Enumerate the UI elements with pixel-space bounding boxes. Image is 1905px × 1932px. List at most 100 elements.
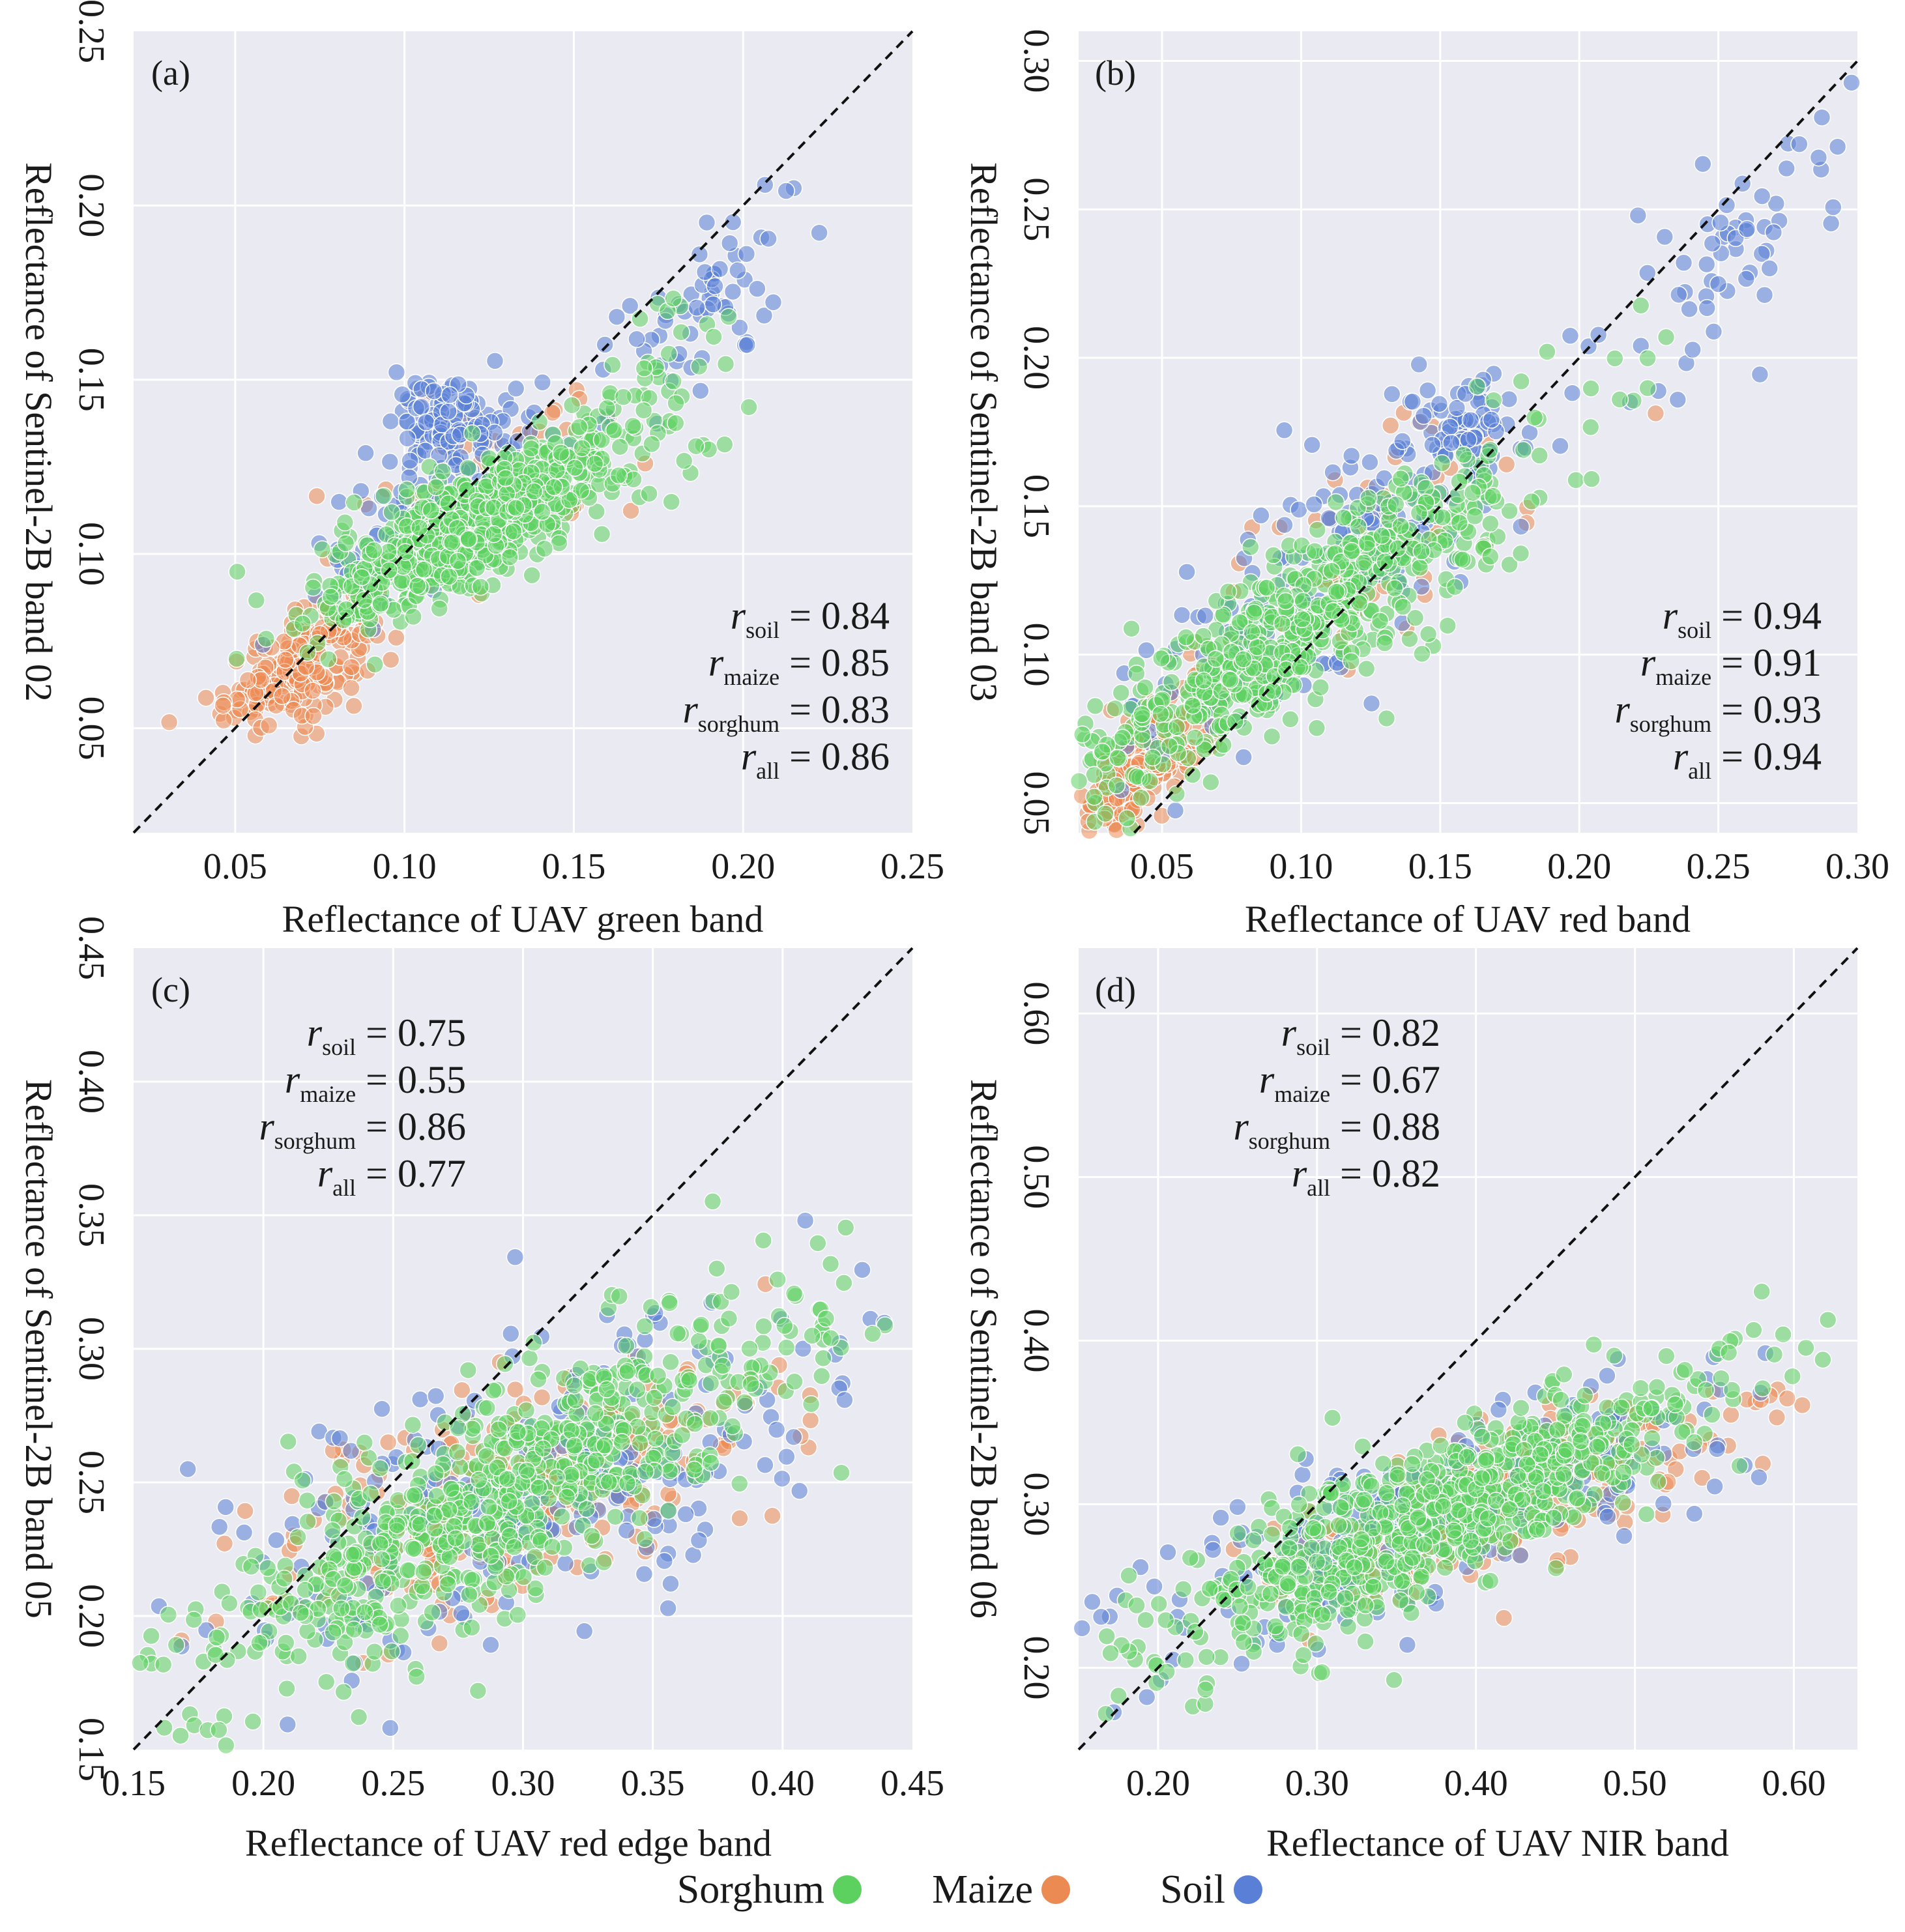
point-soil [387,363,406,382]
point-sorghum [1515,1441,1534,1459]
point-sorghum [349,1708,368,1726]
point-sorghum [690,357,708,376]
point-soil [1137,1688,1156,1707]
point-soil [267,1531,285,1550]
point-sorghum [631,1434,649,1452]
point-sorghum [1409,1508,1427,1527]
point-sorghum [577,1499,596,1518]
point-soil [1711,213,1730,232]
point-sorghum [1186,1622,1204,1641]
point-soil [1342,446,1361,465]
point-sorghum [1342,652,1360,670]
point-sorghum [1554,1465,1573,1484]
point-soil [1461,411,1480,429]
point-sorghum [648,1366,667,1385]
point-sorghum [1582,379,1600,397]
point-sorghum [1336,1589,1354,1608]
point-soil [1809,148,1828,167]
point-sorghum [1410,558,1429,577]
point-sorghum [1294,592,1312,610]
y-axis-label: Reflectance of Sentinel-2B band 02 [18,162,60,702]
point-maize [731,1509,749,1527]
point-sorghum [1120,1566,1138,1585]
point-sorghum [1685,1433,1704,1451]
point-sorghum [469,1682,487,1700]
point-maize [763,1507,781,1525]
y-tick-label: 0.10 [71,522,111,586]
point-soil [1698,299,1716,317]
point-sorghum [1167,718,1186,736]
point-sorghum [1152,649,1171,668]
point-sorghum [525,482,544,500]
point-sorghum [1323,1409,1342,1427]
panel-label: (d) [1095,970,1136,1009]
point-sorghum [426,1464,445,1482]
point-sorghum [596,1436,614,1455]
point-sorghum [1206,650,1225,668]
point-sorghum [1774,1325,1792,1344]
point-soil [704,295,722,313]
point-sorghum [1174,1579,1193,1598]
point-sorghum [1322,562,1341,580]
point-soil [235,1523,254,1542]
point-sorghum [1457,1448,1476,1466]
point-sorghum [1122,619,1141,638]
legend-label-maize: Maize [932,1867,1033,1912]
point-maize [282,1487,301,1505]
point-sorghum [1453,550,1472,569]
point-sorghum [1393,1496,1412,1515]
point-sorghum [1184,697,1202,715]
point-soil [617,1521,635,1540]
x-tick-label: 0.15 [542,846,605,887]
y-tick-label: 0.30 [1016,1472,1056,1536]
point-sorghum [1481,514,1500,533]
point-sorghum [1280,1539,1299,1557]
point-sorghum [425,1507,444,1525]
point-maize [379,1433,398,1452]
point-sorghum [1339,1617,1358,1636]
point-sorghum [1512,1398,1530,1417]
point-soil [482,1636,500,1654]
point-soil [1812,108,1831,126]
point-sorghum [408,577,427,595]
point-sorghum [242,1557,261,1576]
point-sorghum [1642,1399,1661,1418]
point-sorghum [647,1430,665,1448]
point-soil [486,352,504,370]
point-sorghum [667,414,685,433]
point-sorghum [809,1234,827,1252]
point-soil [452,1604,471,1622]
point-sorghum [1226,712,1245,730]
point-soil [393,385,411,404]
point-sorghum [686,1415,704,1433]
panel-label: (c) [151,970,190,1009]
y-tick-label: 0.25 [71,1450,111,1514]
point-sorghum [1181,1549,1200,1567]
point-sorghum [551,443,570,462]
point-sorghum [1444,1521,1463,1540]
point-sorghum [480,449,499,468]
point-sorghum [257,629,276,648]
point-sorghum [365,1642,384,1661]
point-sorghum [1719,1344,1738,1362]
point-sorghum [504,522,523,541]
point-sorghum [1358,534,1376,553]
point-soil [1668,390,1687,409]
point-sorghum [635,1530,654,1548]
point-sorghum [598,399,617,418]
point-sorghum [1357,659,1376,678]
point-soil [1511,1546,1530,1564]
point-soil [1629,206,1648,225]
panel-a: 0.05 0.10 0.15 0.20 0.25 0.050.100.150.200.2… [18,0,944,940]
y-axis-label: Reflectance of Sentinel-2B band 05 [18,1079,60,1619]
point-soil [1212,1508,1230,1527]
point-sorghum [1330,1516,1348,1535]
point-soil [1777,159,1796,178]
point-sorghum [446,1529,465,1548]
point-sorghum [1466,507,1484,526]
x-axis-label: Reflectance of UAV NIR band [1266,1822,1729,1864]
point-sorghum [785,1284,804,1303]
point-sorghum [1638,379,1657,397]
point-sorghum [1373,526,1391,545]
